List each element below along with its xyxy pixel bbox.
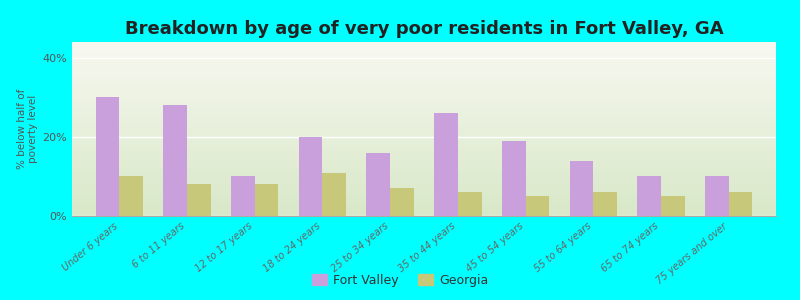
Bar [254,184,278,216]
Bar [390,188,414,216]
Bar [594,192,617,216]
Bar [638,176,661,216]
Bar [231,176,254,216]
Bar [526,196,550,216]
Bar [705,176,729,216]
Bar [119,176,143,216]
Bar [187,184,210,216]
Bar [322,172,346,216]
Y-axis label: % below half of
poverty level: % below half of poverty level [17,89,38,169]
Bar [366,153,390,216]
Bar [502,141,526,216]
Bar [163,105,187,216]
Bar [96,98,119,216]
Bar [729,192,752,216]
Bar [570,160,594,216]
Title: Breakdown by age of very poor residents in Fort Valley, GA: Breakdown by age of very poor residents … [125,20,723,38]
Bar [298,137,322,216]
Legend: Fort Valley, Georgia: Fort Valley, Georgia [308,270,492,291]
Bar [661,196,685,216]
Bar [458,192,482,216]
Bar [434,113,458,216]
